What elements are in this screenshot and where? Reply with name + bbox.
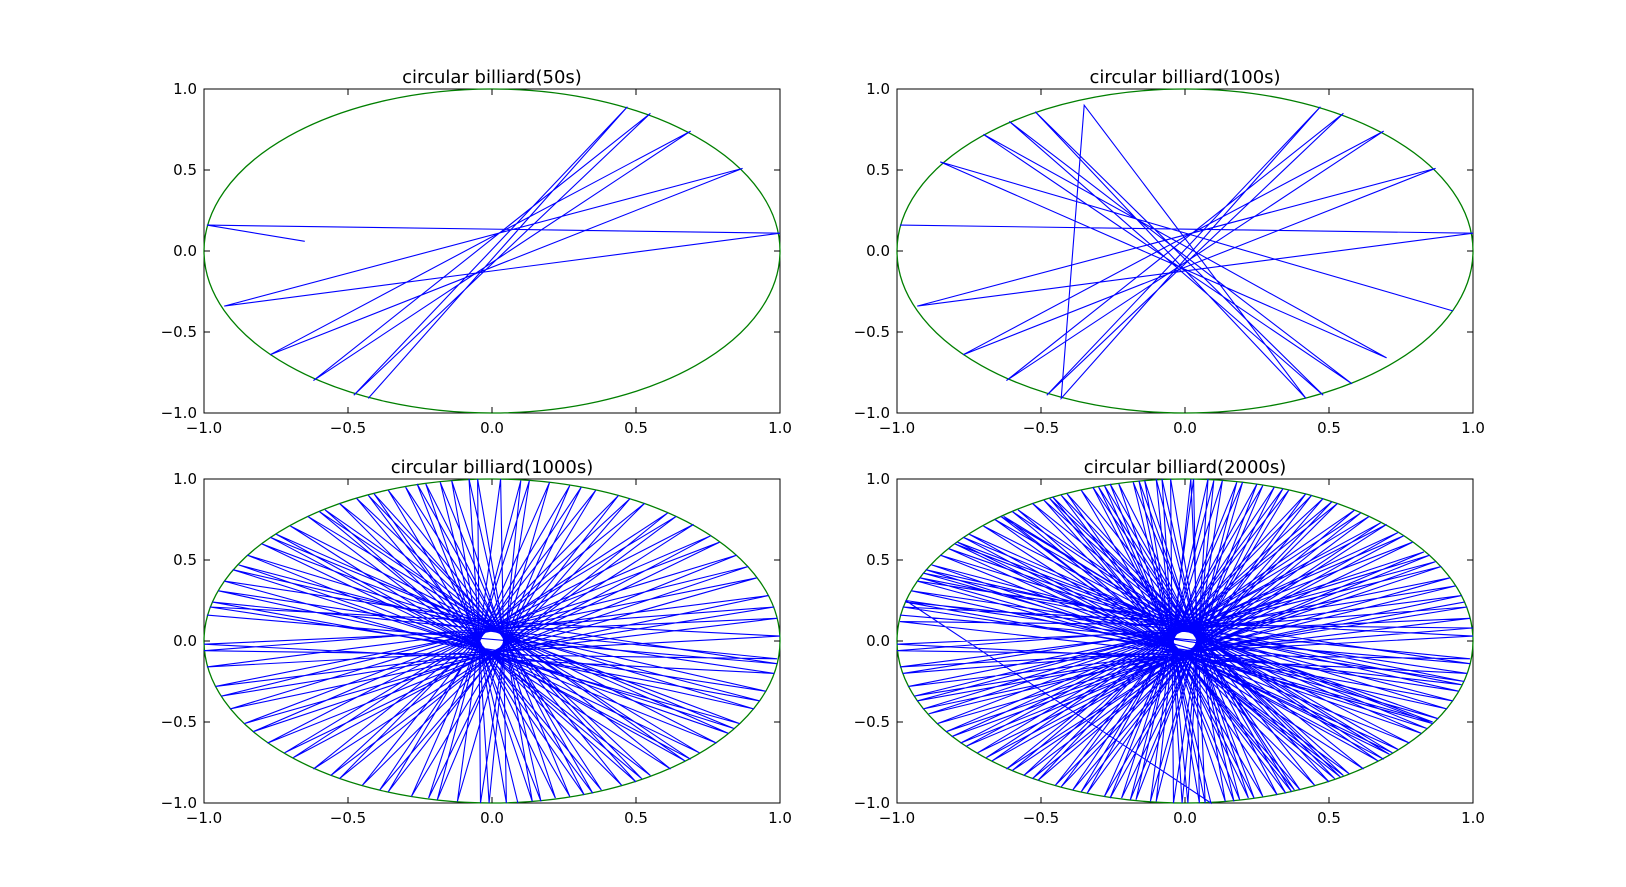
subplot-1000s: circular billiard(1000s) −1.0 −0.5 0.0 0.5 1… [161,457,792,827]
ticks-layer: −1.0 −0.5 0.0 0.5 1.0 −1.0 −0.5 0.0 0.5 1.0 [161,470,792,827]
y-tick-label: 1.0 [866,470,890,488]
y-tick-label: 0.0 [866,242,890,260]
plot-title: circular billiard(1000s) [391,457,594,478]
x-tick-label: 0.0 [480,809,504,827]
subplot-2000s: circular billiard(2000s) −1.0 −0.5 0.0 0.5 1… [854,457,1485,827]
ticks-layer: −1.0 −0.5 0.0 0.5 1.0 −1.0 −0.5 0.0 0.5 1.0 [854,80,1485,437]
y-tick-label: −1.0 [854,404,890,422]
subplot-50s: circular billiard(50s) −1.0 −0.5 0.0 0.5 1.0… [161,67,792,437]
x-tick-label: −0.5 [330,809,366,827]
x-tick-label: 1.0 [1461,419,1485,437]
y-tick-label: 0.5 [173,161,197,179]
y-tick-label: −1.0 [854,794,890,812]
ticks-layer: −1.0 −0.5 0.0 0.5 1.0 −1.0 −0.5 0.0 0.5 1.0 [854,470,1485,827]
trajectory-line [203,478,781,804]
y-tick-label: 0.0 [173,242,197,260]
trajectory-line [896,478,1474,805]
y-tick-label: 0.5 [173,551,197,569]
y-tick-label: 1.0 [866,80,890,98]
x-tick-label: −1.0 [879,419,915,437]
plot-title: circular billiard(100s) [1089,67,1280,88]
x-tick-label: 0.5 [624,419,648,437]
x-tick-label: −1.0 [879,809,915,827]
plot-title: circular billiard(50s) [402,67,582,88]
ticks-layer: −1.0 −0.5 0.0 0.5 1.0 −1.0 −0.5 0.0 0.5 1.0 [161,80,792,437]
x-tick-label: 0.0 [480,419,504,437]
plot-title: circular billiard(2000s) [1084,457,1287,478]
y-tick-label: −0.5 [854,713,890,731]
x-tick-label: −1.0 [186,419,222,437]
x-tick-label: 0.5 [1317,809,1341,827]
subplot-100s: circular billiard(100s) −1.0 −0.5 0.0 0.5 1.… [854,67,1485,437]
y-tick-label: −0.5 [161,323,197,341]
y-tick-label: 0.5 [866,161,890,179]
y-tick-label: 0.0 [173,632,197,650]
x-tick-label: −0.5 [1023,419,1059,437]
x-tick-label: 0.5 [1317,419,1341,437]
y-tick-label: 0.0 [866,632,890,650]
x-tick-label: −0.5 [330,419,366,437]
y-tick-label: 1.0 [173,80,197,98]
x-tick-label: 0.5 [624,809,648,827]
x-tick-label: 0.0 [1173,419,1197,437]
x-tick-label: 1.0 [768,419,792,437]
axes-frame [896,88,1474,414]
trajectory-line [206,106,781,399]
x-tick-label: −1.0 [186,809,222,827]
y-tick-label: 0.5 [866,551,890,569]
y-tick-label: 1.0 [173,470,197,488]
y-tick-label: −0.5 [161,713,197,731]
y-tick-label: −1.0 [161,794,197,812]
y-tick-label: −0.5 [854,323,890,341]
y-tick-label: −1.0 [161,404,197,422]
x-tick-label: −0.5 [1023,809,1059,827]
x-tick-label: 1.0 [1461,809,1485,827]
trajectory-line [899,103,1474,400]
axes-frame [203,88,781,414]
x-tick-label: 1.0 [768,809,792,827]
x-tick-label: 0.0 [1173,809,1197,827]
